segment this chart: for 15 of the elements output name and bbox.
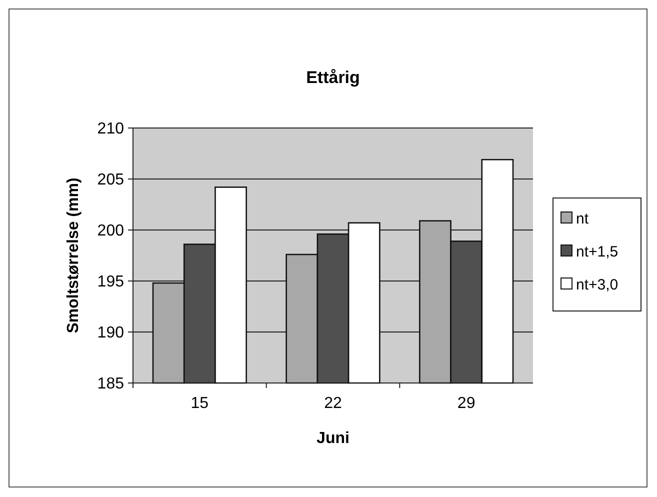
x-axis-title: Juni [316,430,350,447]
legend-label: nt [576,210,590,228]
y-tick-label: 205 [97,172,124,189]
legend-label: nt+1,5 [576,243,618,260]
y-tick-label: 200 [97,222,124,240]
y-tick-label: 185 [97,376,124,393]
legend-label: nt+3,0 [576,276,618,294]
x-tick-label: 29 [457,395,476,412]
x-tick-label: 22 [324,395,342,412]
chart-title: Ettårig [306,68,360,87]
y-tick-label: 190 [97,324,124,342]
x-tick-label: 15 [190,395,209,412]
y-axis-title: Smoltstørrelse (mm) [65,178,82,334]
y-tick-label: 195 [97,274,124,291]
y-tick-label: 210 [97,120,124,138]
